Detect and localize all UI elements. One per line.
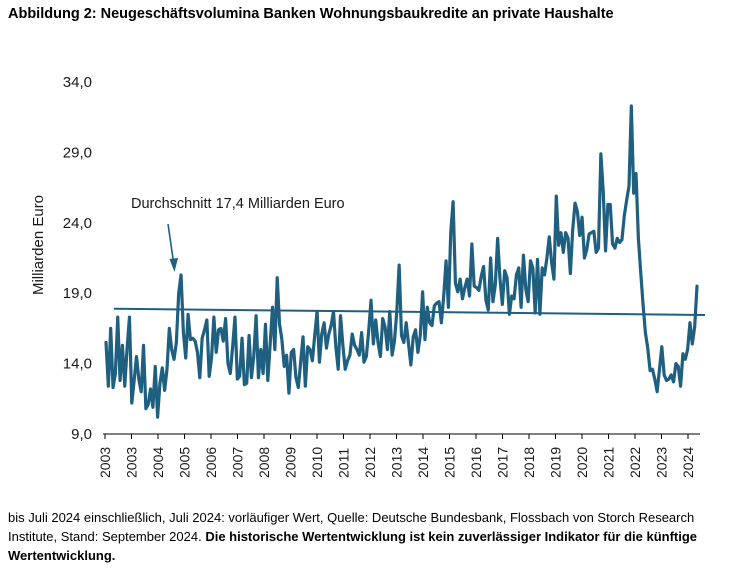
y-axis: 9,0 14,0 19,0 24,0 29,0 34,0 bbox=[63, 74, 92, 443]
x-tick-label: 2003 bbox=[124, 447, 140, 478]
x-tick-label: 2012 bbox=[362, 447, 378, 478]
x-tick-label: 2007 bbox=[230, 447, 246, 478]
x-tick-label: 2022 bbox=[627, 447, 643, 478]
x-tick-label: 2003 bbox=[97, 447, 113, 478]
x-tick-label: 2008 bbox=[256, 447, 272, 478]
x-tick-label: 2010 bbox=[309, 447, 325, 478]
x-tick-label: 2017 bbox=[495, 447, 511, 478]
x-tick-label: 2005 bbox=[177, 447, 193, 478]
figure-title: Abbildung 2: Neugeschäftsvolumina Banken… bbox=[8, 6, 614, 22]
x-tick-label: 2020 bbox=[574, 447, 590, 478]
x-tick-label: 2009 bbox=[283, 447, 299, 478]
x-tick-label: 2024 bbox=[680, 447, 696, 478]
x-tick-label: 2018 bbox=[521, 447, 537, 478]
y-tick-label: 9,0 bbox=[71, 426, 92, 443]
average-line bbox=[113, 307, 706, 317]
x-tick-label: 2014 bbox=[415, 447, 431, 478]
line-chart: 9,014,019,024,029,034,0 Milliarden Euro … bbox=[30, 74, 706, 478]
x-tick-label: 2006 bbox=[203, 447, 219, 478]
x-axis: 2003 2003 2004 2005 2006 2007 2008 2009 2010 2011… bbox=[97, 434, 696, 478]
footnote-disclaimer: Die historische Wertentwicklung ist kein… bbox=[8, 529, 698, 563]
x-tick-label: 2019 bbox=[548, 447, 564, 478]
x-tick-label: 2016 bbox=[468, 447, 484, 478]
footnote: bis Juli 2024 einschließlich, Juli 2024:… bbox=[8, 508, 723, 565]
y-tick-label: 34,0 bbox=[63, 74, 92, 91]
x-tick-label: 2011 bbox=[336, 448, 352, 478]
y-tick-label: 19,0 bbox=[63, 285, 92, 302]
y-tick-label: 24,0 bbox=[63, 215, 92, 232]
y-axis-label: Milliarden Euro bbox=[30, 195, 47, 295]
annotation-arrow bbox=[167, 223, 178, 272]
series-line-neugeschaeft bbox=[104, 104, 699, 419]
average-annotation: Durchschnitt 17,4 Milliarden Euro bbox=[131, 196, 345, 212]
y-tick-label: 29,0 bbox=[63, 144, 92, 161]
y-tick-label: 14,0 bbox=[63, 356, 92, 373]
x-tick-label: 2021 bbox=[601, 447, 617, 478]
footnote-source: bis Juli 2024 einschließlich, Juli 2024:… bbox=[8, 510, 695, 544]
x-tick-label: 2023 bbox=[654, 447, 670, 478]
x-tick-label: 2013 bbox=[389, 447, 405, 478]
x-tick-label: 2015 bbox=[442, 447, 458, 478]
x-tick-label: 2004 bbox=[150, 447, 166, 478]
